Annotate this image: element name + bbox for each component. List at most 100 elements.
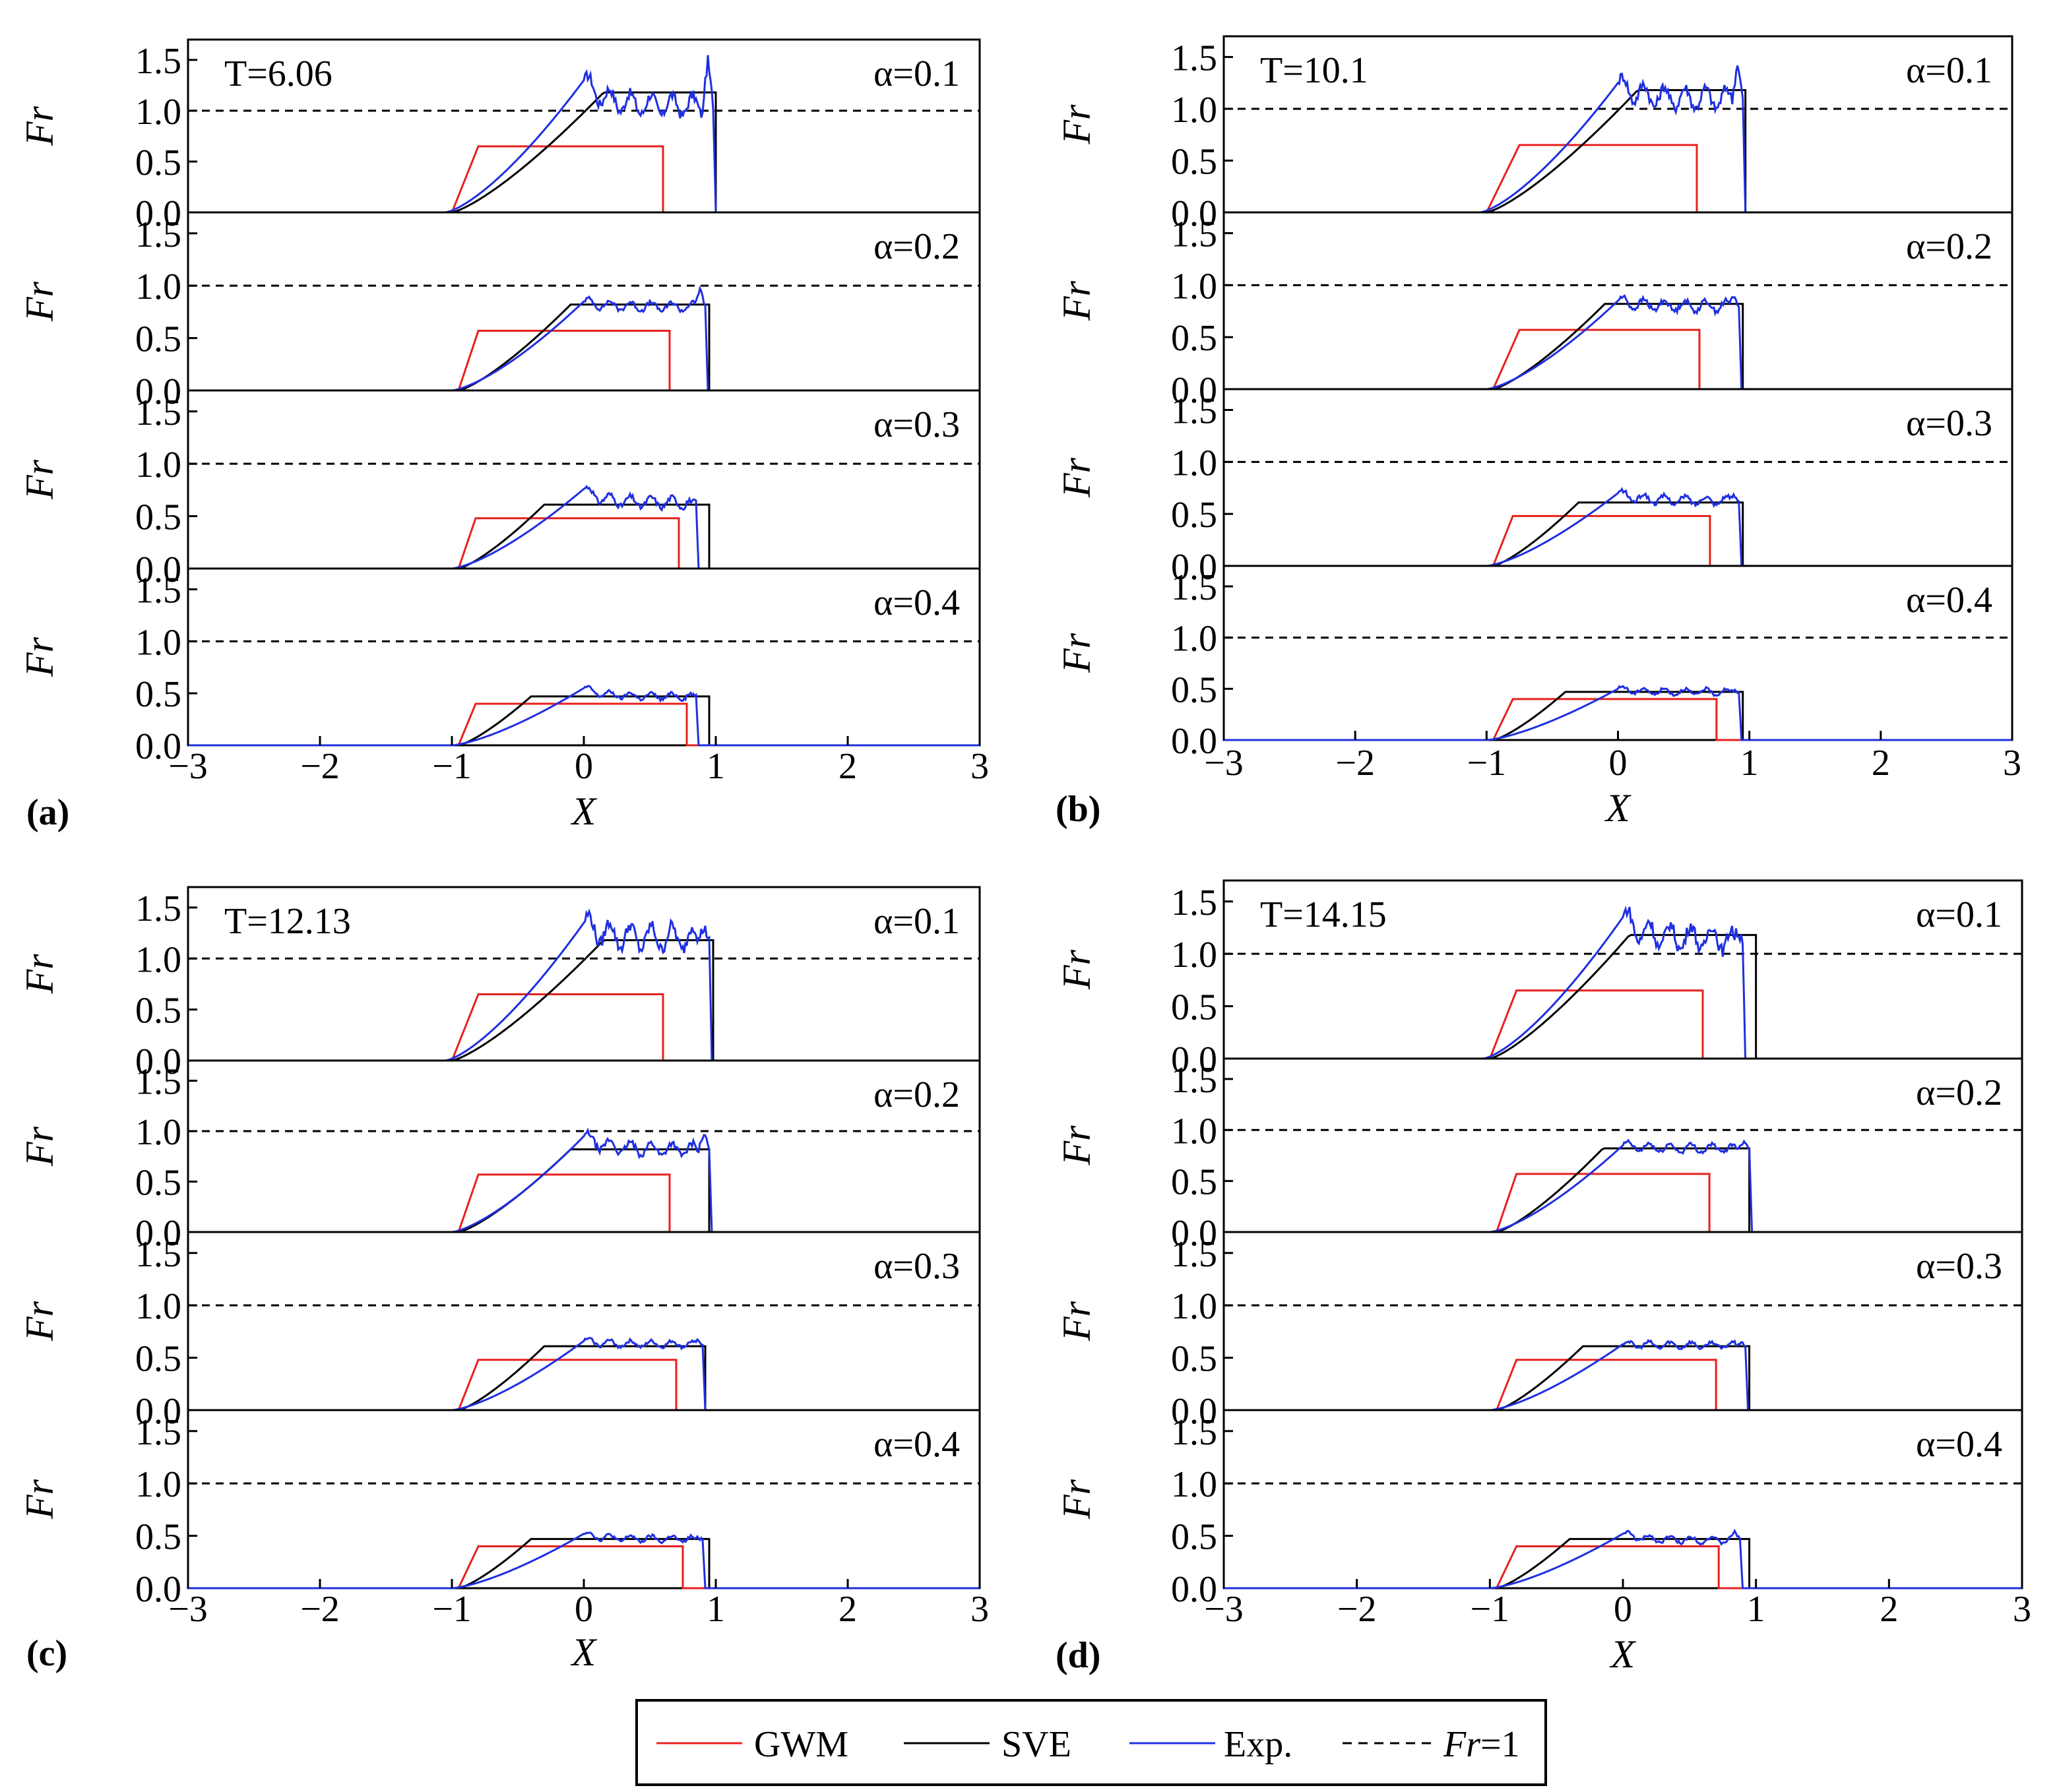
y-tick-label: 0.5 — [1171, 141, 1217, 182]
x-tick-label: −3 — [1204, 1589, 1244, 1630]
subplot-alpha-3: 0.0 0.5 1.0 1.5 Fr α=0.3 — [1055, 1231, 2023, 1432]
axes-frame — [1222, 1409, 2023, 1590]
y-tick-label: 1.0 — [135, 939, 181, 980]
y-tick-label: 1.5 — [135, 888, 181, 929]
y-tick-label: 0.0 — [1171, 193, 1217, 234]
y-tick-label: 1.0 — [1171, 443, 1217, 483]
x-tick-label: 2 — [839, 1589, 857, 1630]
series-gwm — [1224, 514, 2012, 567]
y-tick-label: 1.5 — [1171, 214, 1217, 255]
x-tick-label: 3 — [2013, 1589, 2031, 1630]
y-tick-label: 0.0 — [1171, 1391, 1217, 1432]
series-exp — [1224, 1339, 2022, 1411]
y-tick-label: 1.5 — [1171, 391, 1217, 432]
x-tick-label: 3 — [2003, 743, 2021, 784]
y-tick-label: 0.5 — [135, 991, 181, 1032]
y-tick-label: 0.0 — [1171, 1039, 1217, 1080]
y-tick-label: 1.5 — [1171, 1412, 1217, 1453]
y-tick-label: 1.5 — [135, 571, 181, 611]
alpha-label: α=0.3 — [873, 404, 960, 445]
y-tick-label: 1.0 — [1171, 1464, 1217, 1505]
y-tick-label: 1.5 — [135, 214, 181, 255]
y-tick-label: 0.5 — [135, 1163, 181, 1204]
legend-label-fr1: Fr=1 — [1443, 1724, 1520, 1765]
x-tick-label: −1 — [432, 1589, 472, 1630]
y-tick-label: 0.0 — [1171, 547, 1217, 588]
y-tick-label: 1.5 — [1171, 882, 1217, 923]
x-tick-label: 0 — [575, 746, 593, 787]
y-tick-label: 0.0 — [1171, 370, 1217, 411]
y-tick-label: 0.0 — [135, 1041, 181, 1082]
x-tick-label: 2 — [1872, 743, 1890, 784]
series-gwm — [1224, 1173, 2022, 1233]
series-exp — [1224, 1138, 2022, 1233]
series-exp — [1224, 294, 2012, 390]
series-gwm — [188, 1173, 980, 1233]
series-exp — [1224, 487, 2012, 567]
y-tick-label: 0.0 — [135, 1213, 181, 1254]
alpha-label: α=0.3 — [1916, 1246, 2002, 1287]
subplot-alpha-3: 0.0 0.5 1.0 1.5 Fr α=0.3 — [1055, 388, 2013, 588]
y-tick-label: 1.0 — [135, 1286, 181, 1327]
y-tick-label: 0.0 — [135, 1391, 181, 1432]
y-tick-label: 0.0 — [1171, 1569, 1217, 1610]
series-sve — [1224, 934, 2022, 1060]
y-tick-label: 0.0 — [135, 193, 181, 234]
series-gwm — [1224, 1359, 2022, 1411]
y-tick-label: 1.0 — [135, 622, 181, 663]
y-axis-label: Fr — [1055, 457, 1098, 498]
series-sve — [1224, 501, 2012, 567]
y-axis-label: Fr — [18, 1126, 61, 1167]
subplot-alpha-1: 0.0 0.5 1.0 1.5 Fr α=0.1 T=12.13 — [18, 886, 981, 1082]
y-axis-label: Fr — [1055, 280, 1098, 321]
alpha-label: α=0.4 — [873, 1424, 960, 1465]
series-sve — [188, 503, 980, 570]
y-axis-label: Fr — [18, 281, 61, 322]
alpha-label: α=0.1 — [873, 901, 960, 942]
x-tick-label: −2 — [1337, 1589, 1377, 1630]
series-sve — [1224, 1147, 2022, 1233]
series-gwm — [188, 1359, 980, 1411]
subplot-alpha-4: 0.0 0.5 1.0 1.5 Fr α=0.4 — [18, 567, 981, 767]
time-label: T=12.13 — [224, 901, 351, 942]
subplot-alpha-1: 0.0 0.5 1.0 1.5 Fr α=0.1 T=10.1 — [1055, 35, 2013, 234]
alpha-label: α=0.2 — [1906, 226, 1992, 267]
y-tick-label: 1.5 — [135, 1062, 181, 1103]
x-axis-label: X — [1604, 786, 1631, 830]
x-tick-label: 1 — [707, 1589, 725, 1630]
alpha-label: α=0.4 — [1906, 580, 1992, 621]
series-exp — [188, 1336, 980, 1411]
subplot-alpha-4: 0.0 0.5 1.0 1.5 Fr α=0.4 — [1055, 1409, 2023, 1610]
x-tick-label: 2 — [1880, 1589, 1898, 1630]
subplot-alpha-1: 0.0 0.5 1.0 1.5 Fr α=0.1 T=14.15 — [1055, 879, 2023, 1080]
y-tick-label: 1.0 — [1171, 1111, 1217, 1152]
y-axis-label: Fr — [18, 636, 61, 677]
x-tick-label: 3 — [970, 746, 989, 787]
x-tick-label: 0 — [575, 1589, 593, 1630]
series-sve — [188, 1148, 980, 1233]
alpha-label: α=0.2 — [873, 226, 960, 267]
x-tick-label: −2 — [300, 1589, 340, 1630]
series-gwm — [188, 993, 980, 1062]
x-tick-label: −1 — [432, 746, 472, 787]
x-tick-label: 1 — [1747, 1589, 1765, 1630]
x-tick-label: 2 — [839, 746, 857, 787]
axes-frame — [187, 567, 981, 747]
y-axis-label: Fr — [1055, 633, 1098, 673]
alpha-label: α=0.1 — [1906, 50, 1992, 91]
series-exp — [188, 1127, 980, 1233]
x-tick-label: −1 — [1471, 1589, 1510, 1630]
x-tick-label: −1 — [1467, 743, 1507, 784]
subplot-alpha-3: 0.0 0.5 1.0 1.5 Fr α=0.3 — [18, 389, 981, 590]
x-tick-label: −2 — [300, 746, 340, 787]
y-axis-label: Fr — [1055, 104, 1098, 145]
x-tick-label: 0 — [1609, 743, 1628, 784]
y-tick-label: 0.5 — [135, 674, 181, 715]
series-gwm — [1224, 328, 2012, 390]
y-tick-label: 0.5 — [135, 1517, 181, 1558]
y-tick-label: 0.0 — [1171, 721, 1217, 762]
y-tick-label: 1.5 — [1171, 1060, 1217, 1101]
legend-label-fr1-prefix: Fr — [1443, 1724, 1480, 1765]
y-tick-label: 1.0 — [1171, 90, 1217, 131]
